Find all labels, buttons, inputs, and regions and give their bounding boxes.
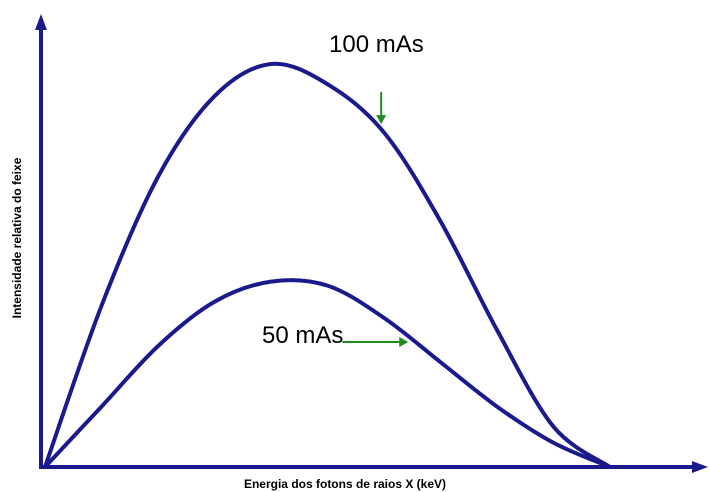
annotation-arrowhead-100-mas bbox=[376, 115, 387, 125]
x-axis-arrowhead bbox=[692, 461, 708, 473]
annotation-label-50-mas: 50 mAs bbox=[262, 322, 343, 349]
series-curve-100-mas bbox=[43, 61, 612, 469]
y-axis-label: Intensidade relativa do feixe bbox=[10, 157, 24, 318]
x-axis-label: Energia dos fotons de raios X (keV) bbox=[244, 477, 446, 491]
y-axis-arrowhead bbox=[35, 14, 47, 30]
series-curve-50-mas bbox=[43, 278, 612, 469]
annotation-label-100-mas: 100 mAs bbox=[329, 31, 424, 58]
annotation-arrowhead-50-mas bbox=[399, 337, 409, 348]
